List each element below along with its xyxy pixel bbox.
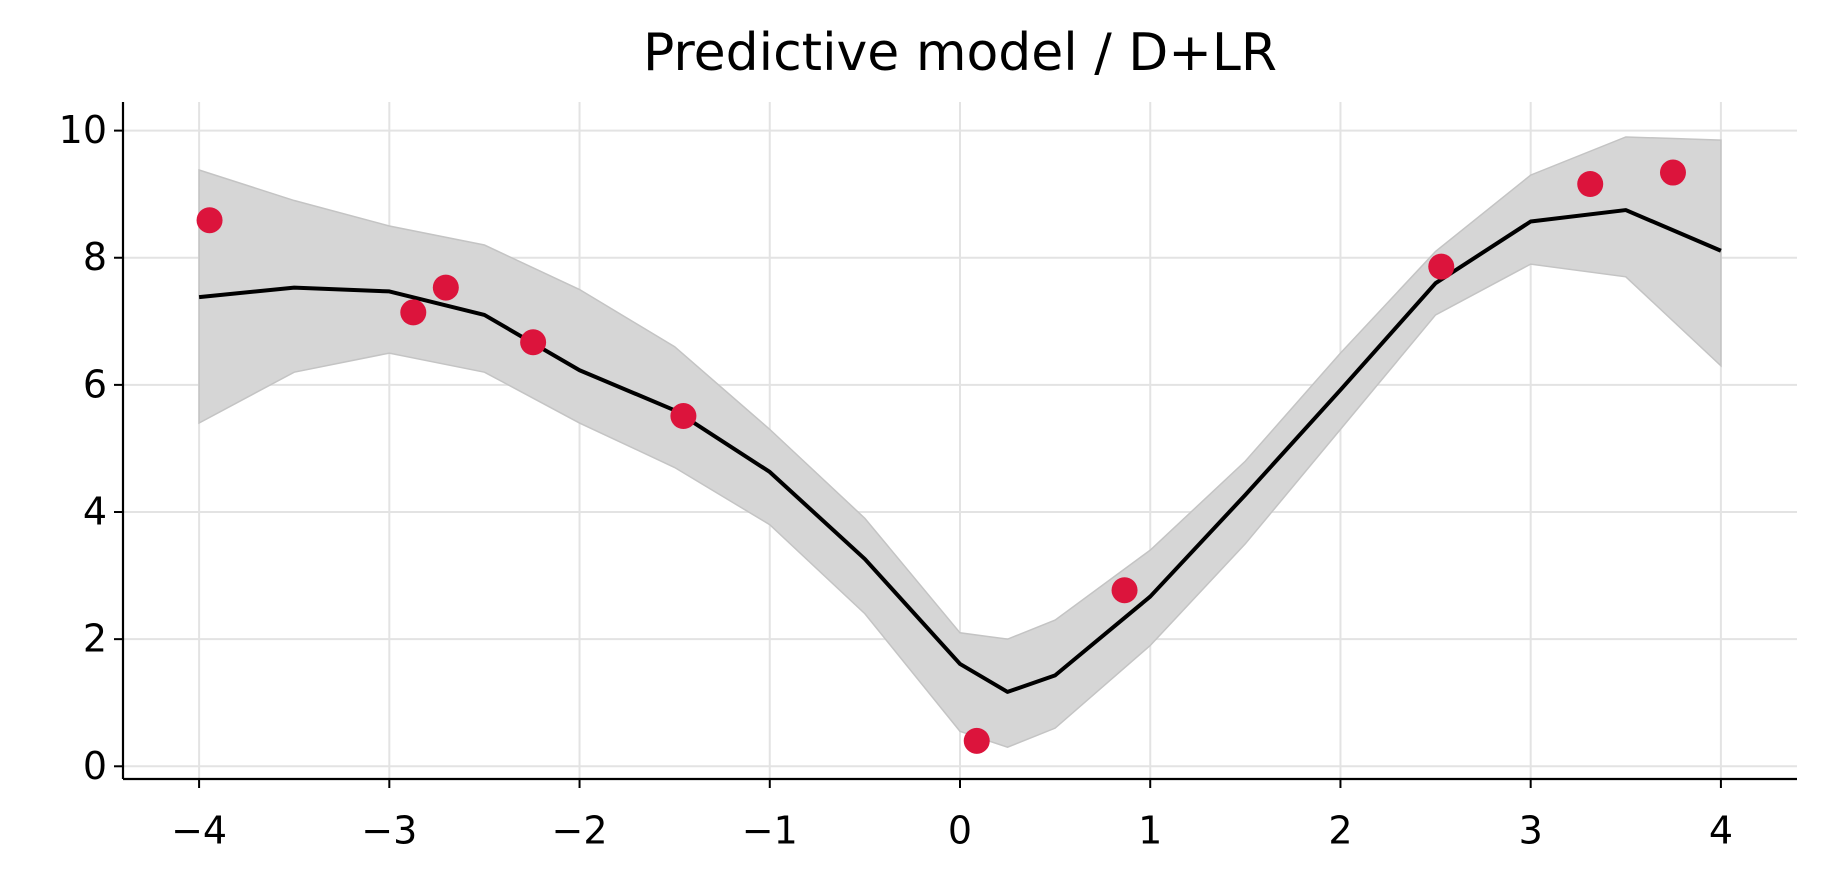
chart-title: Predictive model / D+LR — [643, 23, 1277, 83]
data-point — [1111, 577, 1138, 604]
x-tick-label: 0 — [948, 809, 972, 853]
data-point — [963, 727, 990, 754]
data-point — [400, 299, 427, 326]
x-tick-label: 1 — [1138, 809, 1162, 853]
x-tick-label: 4 — [1709, 809, 1733, 853]
x-tick-label: −4 — [171, 809, 227, 853]
y-tick-label: 0 — [83, 744, 107, 788]
data-point — [432, 274, 459, 301]
data-point — [196, 207, 223, 234]
x-tick-label: −1 — [742, 809, 798, 853]
x-tick-label: 2 — [1328, 809, 1352, 853]
data-point — [1577, 171, 1604, 198]
x-tick-label: −2 — [552, 809, 608, 853]
x-tick-label: 3 — [1519, 809, 1543, 853]
y-tick-label: 6 — [83, 362, 107, 406]
data-point — [1428, 253, 1455, 280]
y-tick-label: 10 — [59, 108, 107, 152]
data-point — [670, 403, 697, 430]
y-tick-label: 4 — [83, 490, 107, 534]
x-tick-label: −3 — [361, 809, 417, 853]
confidence-band — [198, 136, 1722, 749]
data-point — [1659, 159, 1686, 186]
y-tick-label: 8 — [83, 235, 107, 279]
y-tick-label: 2 — [83, 617, 107, 661]
data-point — [520, 329, 547, 356]
